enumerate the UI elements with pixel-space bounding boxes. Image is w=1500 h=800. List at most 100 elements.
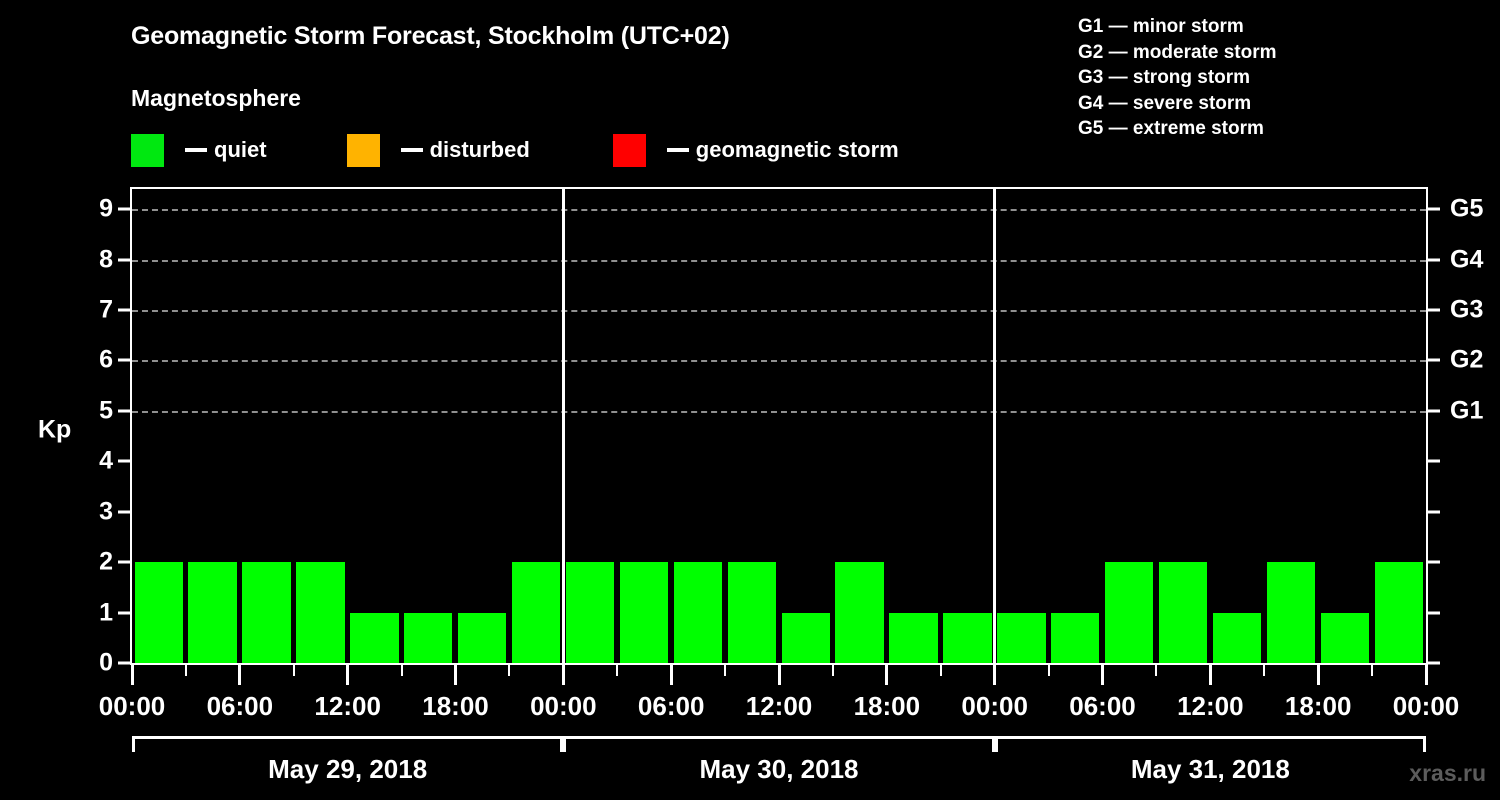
gridline-kp-7 bbox=[132, 310, 1426, 313]
g-legend-row: G5 — extreme storm bbox=[1078, 118, 1264, 139]
y-tick-mark-5 bbox=[118, 409, 130, 413]
y-tick-mark-3 bbox=[118, 510, 130, 514]
x-tick-minor bbox=[724, 665, 727, 676]
orange-square-icon bbox=[346, 133, 380, 167]
g-axis-minor-tick bbox=[1428, 611, 1440, 615]
x-tick-minor bbox=[184, 665, 187, 676]
g-axis-label-G3: G3 bbox=[1450, 295, 1484, 324]
x-tick-minor bbox=[508, 665, 511, 676]
bar bbox=[943, 612, 992, 663]
g-legend-row: G4 — severe storm bbox=[1078, 92, 1252, 114]
bar bbox=[1374, 562, 1423, 663]
gridline-kp-5 bbox=[132, 410, 1426, 413]
gridline-kp-8 bbox=[132, 259, 1426, 262]
day-bracket bbox=[994, 736, 1426, 752]
y-axis-title: Kp bbox=[38, 415, 72, 444]
bar bbox=[889, 612, 938, 663]
x-tick-major bbox=[561, 665, 565, 685]
y-tick-mark-4 bbox=[118, 459, 130, 463]
y-tick-label-8: 8 bbox=[99, 245, 113, 274]
g-legend-row: G1 — minor storm bbox=[1078, 16, 1244, 37]
red-square-icon bbox=[612, 133, 646, 167]
bar bbox=[188, 562, 237, 663]
g-axis-label-G1: G1 bbox=[1450, 396, 1484, 425]
x-tick-major bbox=[1316, 665, 1320, 685]
x-tick-label: 00:00 bbox=[1392, 691, 1460, 721]
color-legend: quiet disturbed geomagnetic storm bbox=[131, 133, 899, 167]
x-tick-major bbox=[1424, 665, 1428, 685]
day-separator bbox=[993, 189, 997, 663]
gridline-kp-6 bbox=[132, 360, 1426, 363]
y-tick-label-2: 2 bbox=[99, 547, 113, 576]
x-tick-major bbox=[777, 665, 781, 685]
g-axis-label-G5: G5 bbox=[1450, 194, 1484, 223]
x-tick-major bbox=[454, 665, 457, 685]
y-tick-label-3: 3 bbox=[99, 497, 113, 526]
g-tick-mark-G1 bbox=[1428, 409, 1440, 413]
y-tick-mark-1 bbox=[118, 611, 130, 615]
x-tick-label: 00:00 bbox=[530, 691, 597, 721]
x-tick-minor bbox=[1263, 665, 1266, 676]
x-tick-minor bbox=[616, 665, 619, 676]
y-tick-label-5: 5 bbox=[99, 396, 113, 425]
x-tick-major bbox=[993, 665, 997, 685]
bar bbox=[835, 562, 884, 663]
bar bbox=[565, 562, 615, 663]
g-legend-row: G3 — strong storm bbox=[1078, 67, 1251, 88]
x-tick-major bbox=[669, 665, 673, 685]
legend-dash-icon bbox=[400, 148, 423, 152]
day-separator bbox=[561, 189, 565, 663]
y-tick-label-9: 9 bbox=[99, 194, 113, 223]
x-tick-label: 18:00 bbox=[853, 691, 921, 721]
g-axis-minor-tick bbox=[1428, 661, 1440, 665]
bar bbox=[1320, 612, 1370, 663]
g-axis-label-G2: G2 bbox=[1450, 345, 1484, 374]
x-tick-major bbox=[130, 665, 134, 685]
day-label: May 30, 2018 bbox=[699, 754, 859, 784]
x-tick-minor bbox=[939, 665, 942, 676]
y-tick-label-6: 6 bbox=[99, 345, 113, 374]
watermark: xras.ru bbox=[1409, 760, 1486, 786]
g-axis-minor-tick bbox=[1428, 459, 1440, 463]
x-tick-label: 18:00 bbox=[422, 691, 489, 721]
x-tick-major bbox=[885, 665, 889, 685]
x-tick-label: 06:00 bbox=[206, 691, 274, 721]
bar bbox=[1105, 562, 1154, 663]
x-tick-label: 18:00 bbox=[1284, 691, 1352, 721]
x-tick-minor bbox=[292, 665, 295, 676]
x-tick-label: 12:00 bbox=[745, 691, 813, 721]
day-bracket bbox=[563, 736, 995, 752]
bar bbox=[296, 562, 345, 663]
x-tick-label: 06:00 bbox=[1069, 691, 1136, 721]
bar bbox=[997, 612, 1046, 663]
bar bbox=[511, 562, 561, 663]
plot-inner bbox=[132, 189, 1426, 663]
green-square-icon bbox=[131, 133, 164, 167]
legend-label: geomagnetic storm bbox=[695, 137, 899, 162]
g-tick-mark-G2 bbox=[1428, 358, 1440, 362]
y-tick-mark-9 bbox=[118, 207, 130, 211]
bar bbox=[242, 562, 291, 663]
day-bracket bbox=[132, 736, 564, 752]
bar bbox=[1212, 612, 1262, 663]
plot-area bbox=[130, 187, 1428, 665]
x-tick-major bbox=[238, 665, 242, 685]
x-tick-major bbox=[1208, 665, 1212, 685]
bar bbox=[1158, 562, 1208, 663]
x-tick-minor bbox=[400, 665, 403, 676]
bar bbox=[350, 612, 399, 663]
x-tick-minor bbox=[1047, 665, 1050, 676]
g-legend-row: G2 — moderate storm bbox=[1078, 41, 1277, 63]
g-scale-legend: G1 — minor storm G2 — moderate storm G3 — … bbox=[1078, 14, 1277, 142]
y-tick-mark-2 bbox=[118, 560, 130, 564]
y-tick-label-7: 7 bbox=[99, 295, 113, 324]
y-tick-mark-7 bbox=[118, 308, 130, 312]
day-label: May 31, 2018 bbox=[1130, 754, 1290, 784]
g-axis-label-G4: G4 bbox=[1450, 245, 1484, 274]
x-tick-minor bbox=[1155, 665, 1158, 676]
legend-dash-icon bbox=[666, 148, 689, 152]
legend-dash-icon bbox=[185, 148, 207, 152]
x-tick-label: 12:00 bbox=[1177, 691, 1244, 721]
x-tick-label: 00:00 bbox=[98, 691, 166, 721]
bar bbox=[404, 612, 453, 663]
